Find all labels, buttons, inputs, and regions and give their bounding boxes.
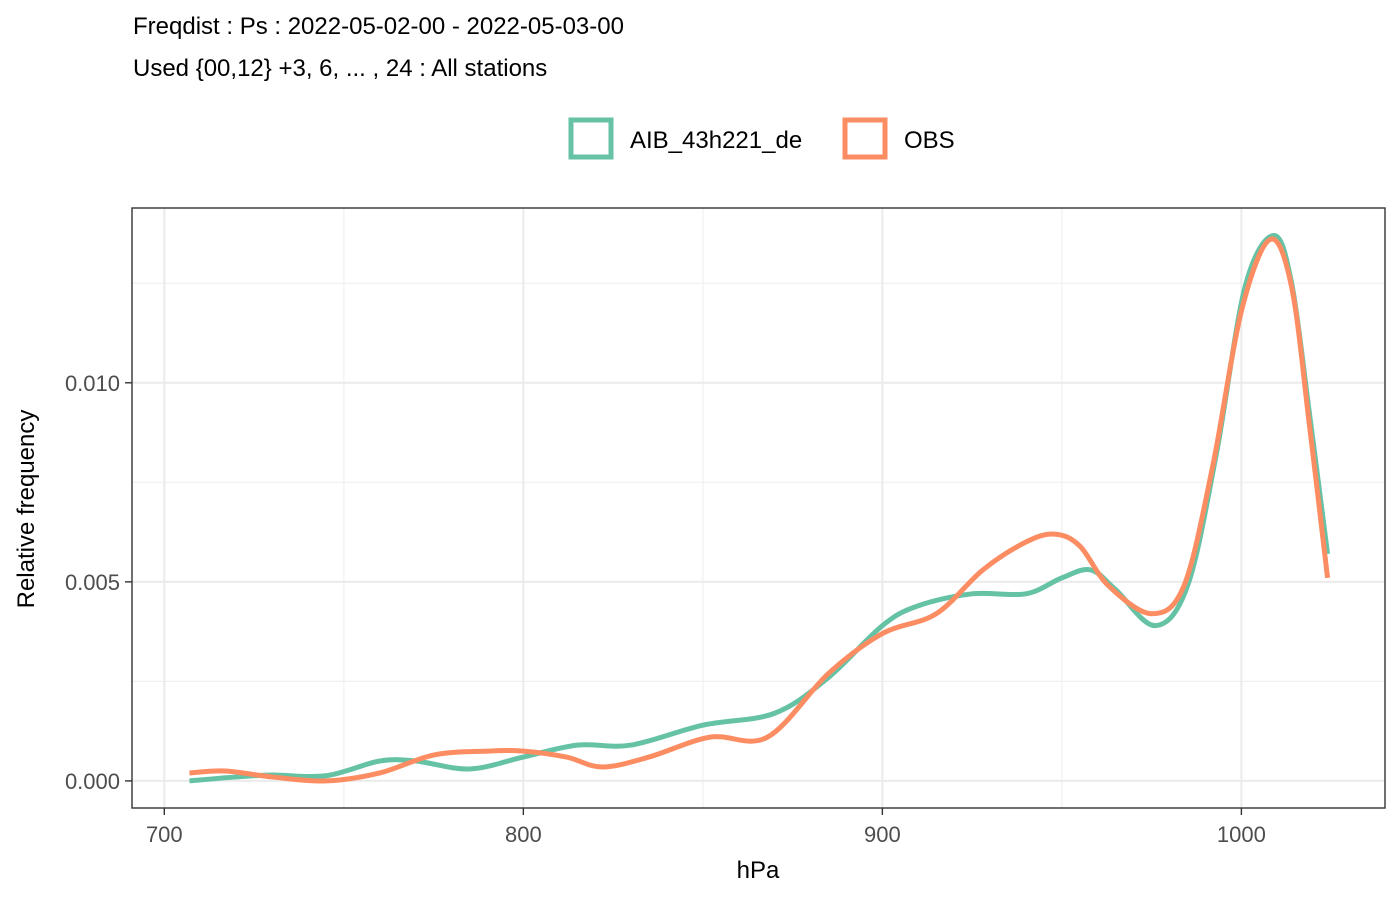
- y-axis-title: Relative frequency: [13, 410, 40, 609]
- legend-key-aib: [568, 117, 614, 160]
- chart-subtitle: Used {00,12} +3, 6, ... , 24 : All stati…: [133, 55, 547, 82]
- y-tick-label: 0.005: [65, 570, 120, 595]
- legend-label-aib: AIB_43h221_de: [630, 127, 802, 154]
- legend-label-obs: OBS: [904, 127, 955, 154]
- legend-item-aib: AIB_43h221_de: [568, 117, 802, 160]
- chart-title: Freqdist : Ps : 2022-05-02-00 - 2022-05-…: [133, 13, 624, 40]
- x-axis-title: hPa: [737, 857, 780, 884]
- panel-border: [131, 207, 1386, 809]
- plot-area: 700 800 900 1000 0.000 0.005 0.010: [65, 207, 1386, 847]
- legend-key-obs: [842, 117, 888, 160]
- panel-background: [132, 208, 1385, 808]
- y-tick-label: 0.010: [65, 371, 120, 396]
- x-tick-label: 800: [505, 822, 542, 847]
- legend-item-obs: OBS: [842, 117, 955, 160]
- x-tick-label: 1000: [1217, 822, 1266, 847]
- legend: AIB_43h221_de OBS: [568, 117, 955, 160]
- x-tick-label: 700: [146, 822, 183, 847]
- series-line-obs: [189, 236, 1331, 784]
- y-tick-label: 0.000: [65, 769, 120, 794]
- x-tick-label: 900: [864, 822, 901, 847]
